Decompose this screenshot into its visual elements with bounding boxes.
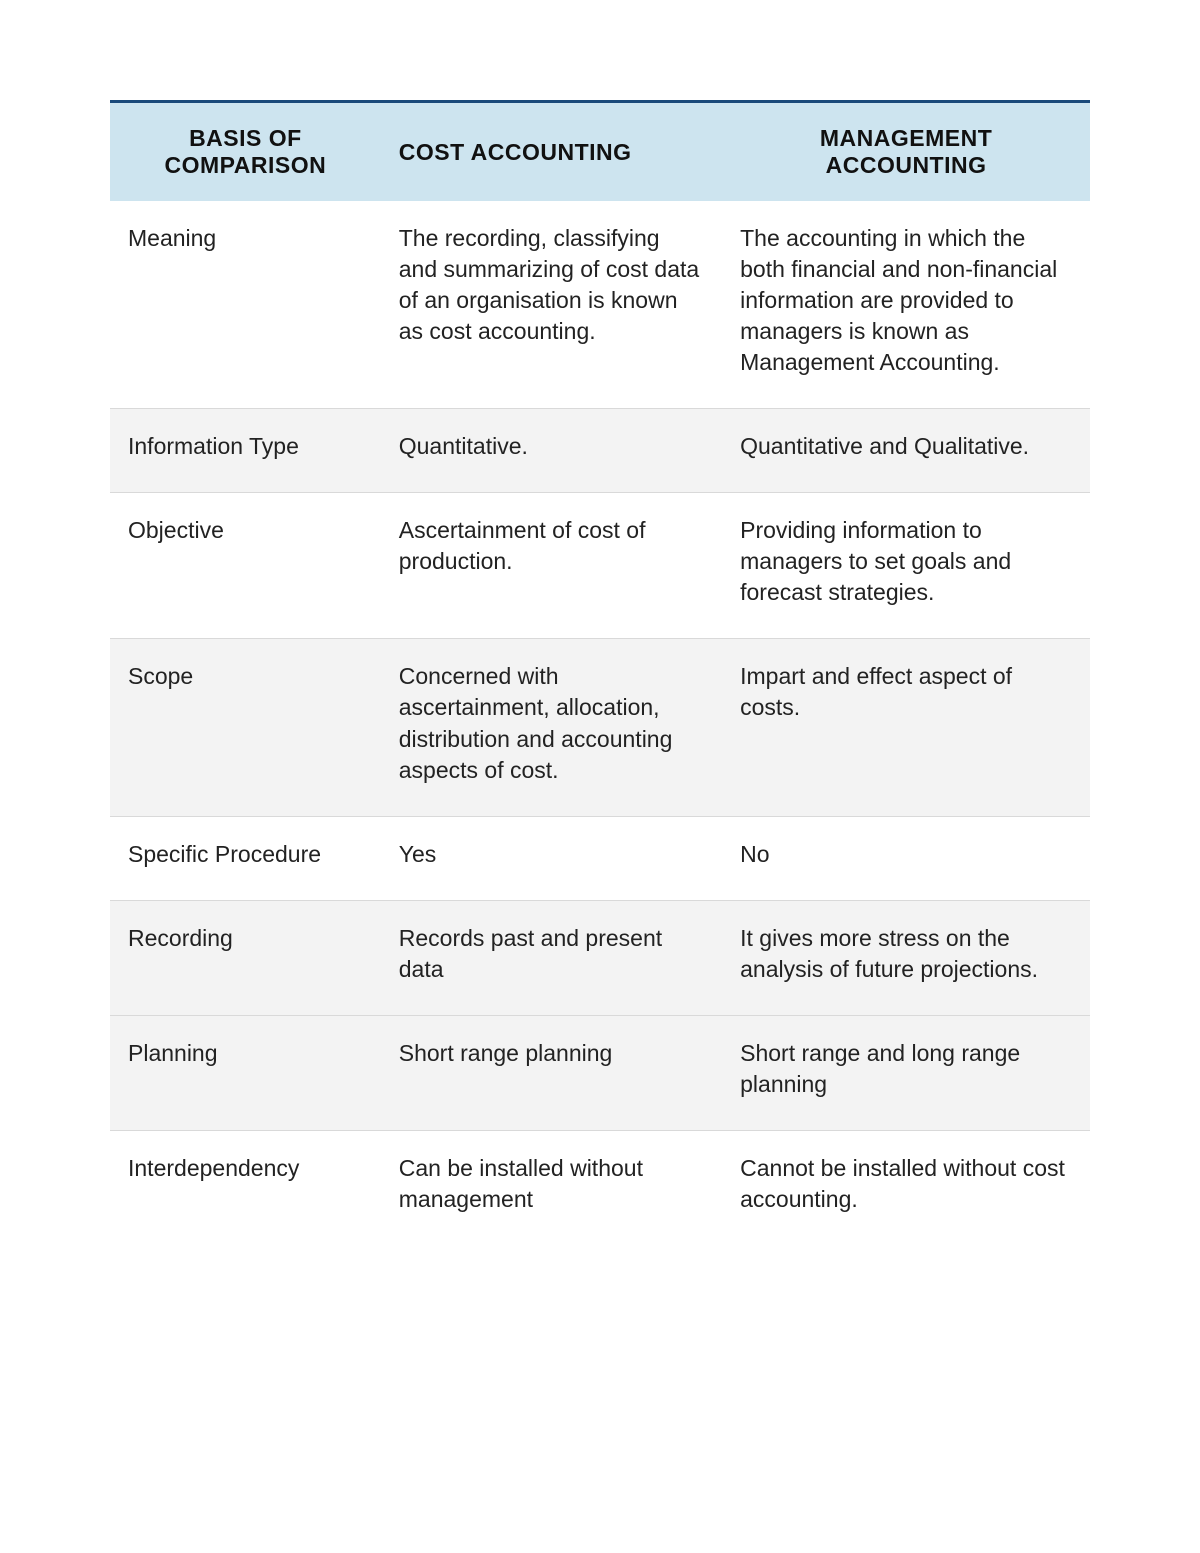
- cell-cost: Ascertainment of cost of production.: [381, 493, 722, 639]
- cell-mgmt: Providing information to managers to set…: [722, 493, 1090, 639]
- cell-cost: Short range planning: [381, 1015, 722, 1130]
- cell-basis: Planning: [110, 1015, 381, 1130]
- cell-cost: Concerned with ascertainment, allocation…: [381, 639, 722, 816]
- col-header-mgmt: MANAGEMENT ACCOUNTING: [722, 102, 1090, 202]
- table-row: Meaning The recording, classifying and s…: [110, 201, 1090, 409]
- table-row: Planning Short range planning Short rang…: [110, 1015, 1090, 1130]
- table-row: Objective Ascertainment of cost of produ…: [110, 493, 1090, 639]
- cell-basis: Objective: [110, 493, 381, 639]
- cell-mgmt: No: [722, 816, 1090, 900]
- cell-cost: Quantitative.: [381, 409, 722, 493]
- cell-basis: Specific Procedure: [110, 816, 381, 900]
- table-row: Specific Procedure Yes No: [110, 816, 1090, 900]
- cell-cost: Can be installed without management: [381, 1130, 722, 1245]
- table-row: Recording Records past and present data …: [110, 900, 1090, 1015]
- cell-mgmt: It gives more stress on the analysis of …: [722, 900, 1090, 1015]
- table-row: Interdependency Can be installed without…: [110, 1130, 1090, 1245]
- cell-basis: Recording: [110, 900, 381, 1015]
- table-header: BASIS OF COMPARISON COST ACCOUNTING MANA…: [110, 102, 1090, 202]
- table-body: Meaning The recording, classifying and s…: [110, 201, 1090, 1245]
- cell-mgmt: Quantitative and Qualitative.: [722, 409, 1090, 493]
- col-header-basis: BASIS OF COMPARISON: [110, 102, 381, 202]
- comparison-table: BASIS OF COMPARISON COST ACCOUNTING MANA…: [110, 100, 1090, 1245]
- table-row: Scope Concerned with ascertainment, allo…: [110, 639, 1090, 816]
- page: BASIS OF COMPARISON COST ACCOUNTING MANA…: [0, 0, 1200, 1365]
- cell-mgmt: Short range and long range planning: [722, 1015, 1090, 1130]
- cell-cost: The recording, classifying and summarizi…: [381, 201, 722, 409]
- cell-mgmt: Impart and effect aspect of costs.: [722, 639, 1090, 816]
- cell-cost: Records past and present data: [381, 900, 722, 1015]
- cell-basis: Information Type: [110, 409, 381, 493]
- cell-mgmt: The accounting in which the both financi…: [722, 201, 1090, 409]
- col-header-cost: COST ACCOUNTING: [381, 102, 722, 202]
- cell-cost: Yes: [381, 816, 722, 900]
- cell-basis: Scope: [110, 639, 381, 816]
- cell-basis: Interdependency: [110, 1130, 381, 1245]
- cell-mgmt: Cannot be installed without cost account…: [722, 1130, 1090, 1245]
- cell-basis: Meaning: [110, 201, 381, 409]
- table-header-row: BASIS OF COMPARISON COST ACCOUNTING MANA…: [110, 102, 1090, 202]
- table-row: Information Type Quantitative. Quantitat…: [110, 409, 1090, 493]
